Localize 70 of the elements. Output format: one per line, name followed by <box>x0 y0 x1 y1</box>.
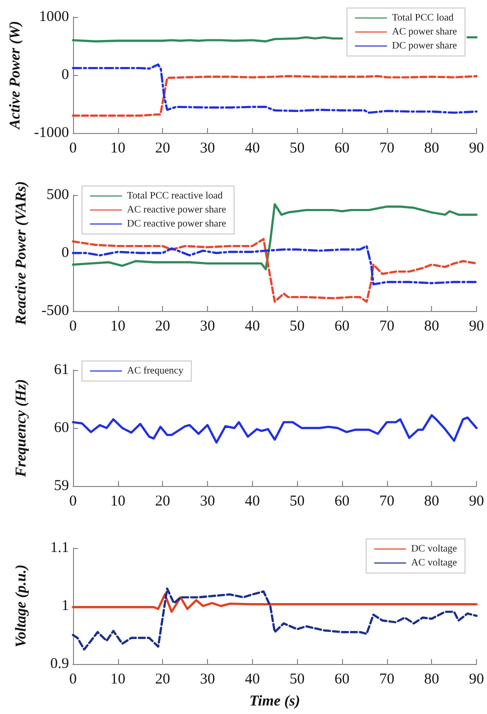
y-tick-label: 0 <box>62 67 69 83</box>
x-tick-label: 20 <box>155 494 170 510</box>
y-tick-label: 0.9 <box>50 656 69 672</box>
x-tick-label: 90 <box>469 140 484 156</box>
y-tick-label: 500 <box>46 187 69 203</box>
y-tick-label: 60 <box>54 420 69 436</box>
x-tick-label: 80 <box>424 672 440 688</box>
x-tick-label: 90 <box>469 672 484 688</box>
y-axis-title: Reactive Power (VARs) <box>14 181 30 326</box>
x-tick-label: 50 <box>290 318 305 334</box>
x-tick-label: 10 <box>110 140 126 156</box>
y-tick-label: 0 <box>62 245 69 261</box>
x-tick-label: 20 <box>155 672 170 688</box>
x-axis-title: Time (s) <box>249 694 300 710</box>
x-tick-label: 30 <box>200 318 215 334</box>
legend-label: AC power share <box>392 26 458 38</box>
y-tick-label: 61 <box>54 362 69 378</box>
legend-label: AC frequency <box>127 366 184 376</box>
x-tick-label: 30 <box>200 140 215 156</box>
legend-label: AC voltage <box>411 558 458 568</box>
line-series <box>72 75 478 117</box>
line-series <box>72 588 478 651</box>
legend-label: Total PCC load <box>392 12 454 24</box>
line-series <box>72 203 478 270</box>
x-tick-label: 80 <box>424 140 440 156</box>
x-tick-label: 70 <box>379 494 394 510</box>
y-tick-label: 59 <box>54 478 69 494</box>
y-axis-title: Active Power (W) <box>8 20 24 130</box>
line-series <box>72 238 478 303</box>
x-tick-label: 40 <box>244 494 260 510</box>
x-tick-label: 50 <box>290 140 305 156</box>
x-tick-label: 60 <box>334 318 350 334</box>
y-tick-label: 1000 <box>39 9 69 25</box>
x-tick-label: 60 <box>334 494 350 510</box>
x-tick-label: 10 <box>110 318 126 334</box>
line-series <box>72 593 478 613</box>
x-tick-label: 90 <box>469 318 484 334</box>
x-tick-label: 40 <box>244 140 260 156</box>
y-tick-label: -500 <box>42 303 69 319</box>
legend-label: DC reactive power share <box>127 218 227 230</box>
x-tick-label: 20 <box>155 318 170 334</box>
y-tick-label: 1 <box>62 598 69 614</box>
legend-label: DC power share <box>392 40 458 52</box>
x-tick-label: 80 <box>424 494 440 510</box>
y-axis-title: Voltage (p.u.) <box>14 564 30 648</box>
x-tick-label: 40 <box>244 672 260 688</box>
x-tick-label: 10 <box>110 494 126 510</box>
x-tick-label: 10 <box>110 672 126 688</box>
y-axis-title: Frequency (Hz) <box>14 379 30 478</box>
line-series <box>72 414 478 444</box>
x-tick-label: 70 <box>379 140 394 156</box>
x-tick-label: 50 <box>290 672 305 688</box>
x-tick-label: 70 <box>379 672 394 688</box>
x-tick-label: 90 <box>469 494 484 510</box>
x-tick-label: 60 <box>334 672 350 688</box>
line-series <box>72 244 478 286</box>
x-tick-label: 20 <box>155 140 170 156</box>
x-tick-label: 70 <box>379 318 394 334</box>
y-tick-label: -1000 <box>34 125 69 141</box>
x-tick-label: 80 <box>424 318 440 334</box>
legend-label: DC voltage <box>411 544 458 554</box>
x-tick-label: 30 <box>200 494 215 510</box>
x-tick-label: 60 <box>334 140 350 156</box>
line-series <box>72 63 478 114</box>
legend-label: Total PCC reactive load <box>127 190 223 202</box>
legend-label: AC reactive power share <box>127 204 227 216</box>
y-tick-label: 1.1 <box>50 540 69 556</box>
x-tick-label: 30 <box>200 672 215 688</box>
x-tick-label: 40 <box>244 318 260 334</box>
x-tick-label: 50 <box>290 494 305 510</box>
